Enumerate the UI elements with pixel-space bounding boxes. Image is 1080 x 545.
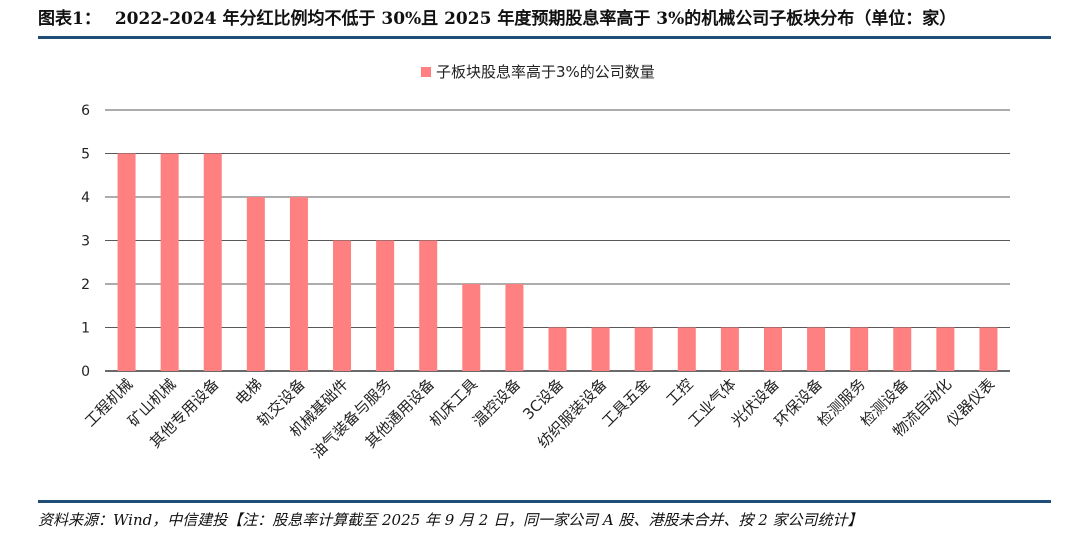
bar — [763, 327, 782, 371]
bar — [117, 153, 136, 371]
bar — [591, 327, 610, 371]
bar — [419, 240, 438, 371]
bar — [677, 327, 696, 371]
bar — [246, 197, 265, 371]
x-category-label: 工具五金 — [598, 375, 653, 430]
legend-label: 子板块股息率高于3%的公司数量 — [436, 63, 655, 81]
bar — [807, 327, 826, 371]
x-category-label: 仪器仪表 — [943, 375, 998, 430]
x-category-label: 电梯 — [232, 375, 266, 409]
bar — [505, 284, 524, 371]
bar — [462, 284, 481, 371]
bar — [850, 327, 869, 371]
y-tick-label: 4 — [81, 190, 90, 206]
y-tick-label: 5 — [81, 147, 90, 163]
x-category-label: 温控设备 — [469, 375, 524, 430]
source-note: 资料来源：Wind，中信建投【注：股息率计算截至 2025 年 9 月 2 日，… — [38, 511, 863, 529]
bars — [117, 153, 998, 371]
bottom-rule — [38, 500, 1051, 503]
legend-swatch — [421, 67, 431, 77]
y-tick-label: 0 — [81, 364, 90, 380]
bar — [289, 197, 308, 371]
bar — [376, 240, 395, 371]
bar — [333, 240, 352, 371]
figure-label: 图表1： — [38, 9, 101, 29]
bar — [548, 327, 567, 371]
y-tick-label: 6 — [81, 103, 90, 119]
top-rule — [38, 36, 1051, 39]
bar — [936, 327, 955, 371]
y-axis-ticks: 0 1 2 3 4 5 6 — [81, 103, 90, 380]
figure-title: 2022-2024 年分红比例均不低于 30%且 2025 年度预期股息率高于 … — [114, 9, 957, 29]
y-tick-label: 3 — [81, 234, 90, 250]
bar — [893, 327, 912, 371]
bar — [160, 153, 179, 371]
chart-title-bar: 图表1： 2022-2024 年分红比例均不低于 30%且 2025 年度预期股息… — [38, 6, 956, 32]
bar — [720, 327, 739, 371]
bar — [979, 327, 998, 371]
y-tick-label: 1 — [81, 321, 90, 337]
x-category-label: 工控 — [663, 375, 697, 409]
legend: 子板块股息率高于3%的公司数量 — [421, 63, 655, 81]
bar — [634, 327, 653, 371]
y-tick-label: 2 — [81, 277, 90, 293]
bar — [203, 153, 222, 371]
